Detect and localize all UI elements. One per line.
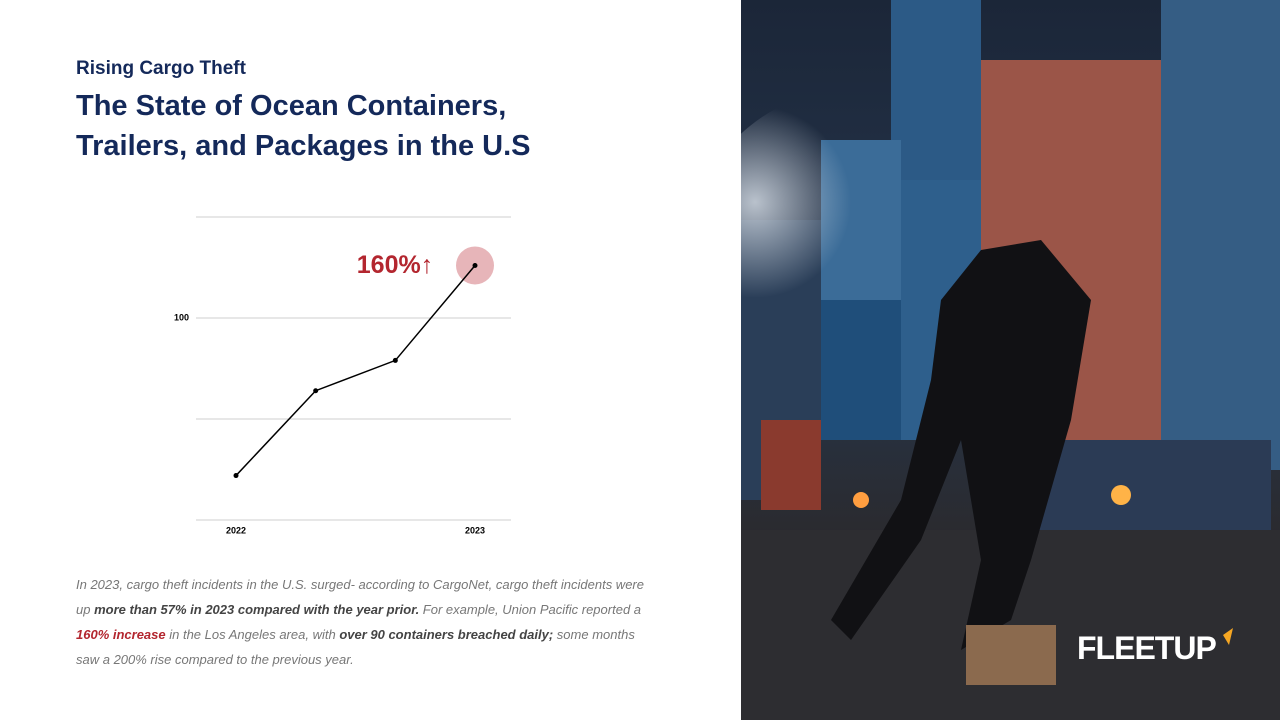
slide-title: The State of Ocean Containers, Trailers,… [76, 90, 531, 162]
photo-art [741, 0, 1280, 720]
y-tick-label: 100 [174, 312, 189, 322]
point [472, 262, 478, 268]
text-span: For example, Union Pacific reported a [419, 602, 642, 617]
x-tick-label: 2022 [226, 525, 246, 535]
text-span: in the Los Angeles area, with [165, 627, 340, 642]
logo: FLEETUP [1077, 630, 1217, 666]
text-span: more than 57% in 2023 compared with the … [94, 602, 420, 617]
point [392, 357, 398, 363]
text-span: 160% increase [76, 627, 166, 642]
body-text: In 2023, cargo theft incidents in the U.… [76, 572, 646, 672]
x-tick-label: 2023 [465, 525, 485, 535]
line [235, 264, 476, 477]
photo: FLEETUP [741, 0, 1280, 720]
text-span: In 2023, cargo theft incidents in the U.… [76, 577, 644, 617]
text-span: some months saw a 200% rise compared to … [76, 627, 635, 667]
chart: 100 2022 2023 160%↑ [174, 216, 511, 535]
text-span: over 90 containers breached daily; [339, 627, 554, 642]
kicker: Rising Cargo Theft [76, 58, 246, 79]
point [233, 473, 239, 479]
point [313, 388, 319, 394]
annotation: 160%↑ [357, 251, 433, 279]
